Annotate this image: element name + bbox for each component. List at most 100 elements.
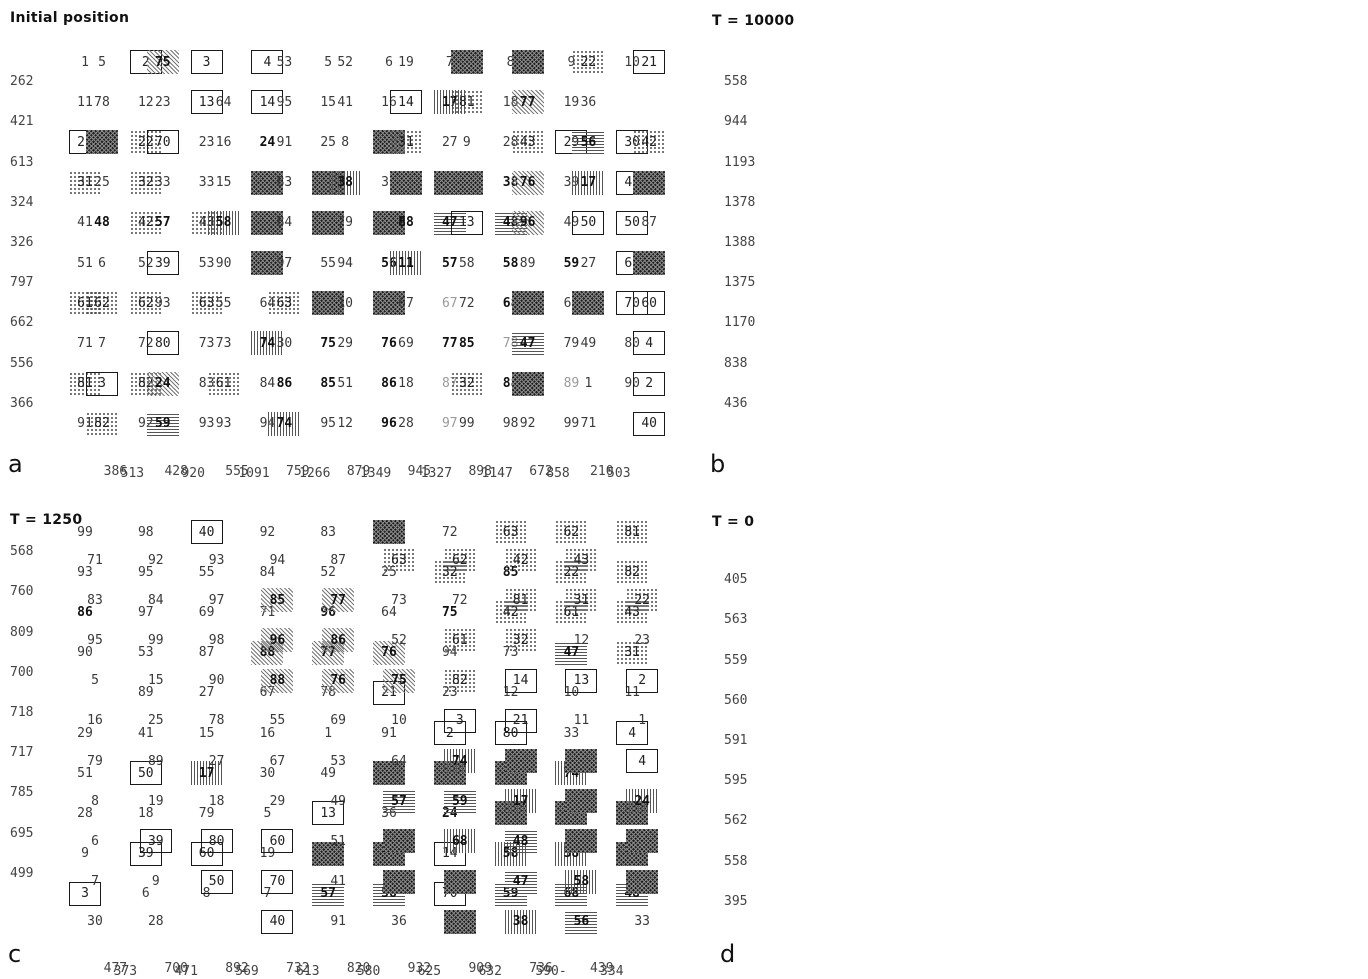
module-cell: 76	[322, 668, 355, 693]
module-cell: 25	[147, 713, 164, 729]
column-total: 580	[356, 964, 381, 979]
module-cell: 77	[511, 90, 544, 115]
module-cell: 60	[190, 841, 223, 866]
module-cell: 64	[215, 94, 232, 110]
module-cell: 67	[398, 295, 414, 311]
module-dense-cell	[312, 841, 345, 866]
module-cell: 4	[626, 749, 659, 773]
module-cell: 15	[147, 673, 164, 689]
row-total: 562	[724, 813, 748, 829]
module-cell: 29	[77, 725, 93, 741]
module-cell: 69	[398, 335, 414, 351]
module-cell: 27	[208, 753, 225, 769]
module-cell: 49	[320, 765, 337, 781]
module-cell: 86	[381, 376, 397, 392]
module-cell: 98	[502, 416, 519, 432]
module-cell: 89	[519, 255, 536, 271]
module-cell: 73	[391, 592, 407, 608]
module-cell: 71	[87, 552, 103, 568]
module-cell: 93	[154, 295, 171, 311]
module-cell	[633, 90, 665, 114]
module-cell: 93	[215, 416, 232, 432]
column-total: 428	[164, 464, 188, 479]
module-cell: 99	[77, 524, 93, 540]
module-cell: 80	[624, 335, 641, 351]
module-cell: 68	[443, 829, 476, 854]
module-cell: 97	[208, 592, 225, 608]
module-cell: 33	[563, 725, 580, 741]
row-total: 809	[10, 624, 34, 640]
module-dense-cell	[443, 909, 476, 934]
module-cell: 87	[198, 645, 215, 661]
module-cell: 80	[494, 721, 527, 745]
module-cell: 36	[391, 914, 407, 930]
module-cell: 82	[443, 668, 476, 693]
module-cell: 17	[572, 170, 605, 195]
module-cell: 85	[320, 376, 337, 392]
module-cell: 1	[638, 713, 647, 729]
column-total: 1349	[359, 466, 392, 481]
module-cell: 89	[563, 376, 580, 392]
module-cell: 31	[616, 640, 649, 665]
module-cell: 43	[565, 548, 598, 572]
module-cell: 38	[504, 909, 537, 934]
module-cell: 31	[565, 588, 598, 613]
module-cell: 40	[633, 411, 666, 436]
module-cell: 32	[504, 628, 537, 653]
module-cell: 49	[563, 215, 580, 231]
module-cell: 1	[324, 725, 333, 741]
module-cell: 53	[330, 753, 347, 769]
row-total: 718	[10, 704, 34, 720]
module-cell: 94	[269, 552, 286, 568]
module-cell: 10	[563, 685, 580, 701]
module-cell: 63	[190, 291, 223, 316]
module-cell: 64	[391, 753, 407, 769]
row-total: 1375	[724, 275, 756, 291]
module-cell: 87	[330, 552, 347, 568]
module-cell: 47	[504, 869, 537, 894]
module-dense-cell	[450, 170, 483, 195]
module-cell: 95	[87, 632, 103, 648]
module-cell: 81	[504, 588, 537, 613]
module-cell: 3	[86, 371, 118, 396]
column-total: 613	[296, 964, 320, 979]
module-cell: 97	[137, 604, 154, 620]
module-cell: 85	[261, 588, 294, 613]
module-cell: 47	[511, 331, 544, 356]
module-dense-cell	[633, 251, 666, 275]
module-cell: 61	[207, 371, 240, 396]
module-cell: 58	[502, 255, 519, 271]
module-cell: 59	[563, 255, 580, 271]
module-cell: 90	[77, 645, 93, 661]
module-cell: 7	[263, 886, 272, 902]
row-total: 563	[724, 612, 748, 628]
module-cell: 19	[147, 793, 164, 809]
row-total: 591	[724, 732, 748, 748]
row-total: 556	[10, 355, 34, 371]
module-cell: 7	[445, 54, 454, 70]
module-cell: 60	[633, 291, 666, 316]
module-cell: 3	[443, 708, 476, 733]
row-total: 785	[10, 785, 34, 801]
module-cell: 73	[198, 335, 215, 351]
module-cell: 27	[198, 685, 215, 701]
module-cell: 30	[276, 335, 293, 351]
row-total: 558	[724, 853, 748, 869]
row-total: 324	[10, 194, 34, 210]
module-cell: 10	[337, 295, 354, 311]
column-total: 569	[235, 964, 259, 979]
row-total: 595	[724, 773, 748, 789]
module-cell: 99	[458, 416, 475, 432]
column-total: 386	[103, 464, 128, 479]
module-dense-cell	[565, 829, 598, 854]
row-total: 568	[10, 544, 34, 560]
module-cell: 82	[616, 560, 649, 585]
module-cell: 72	[441, 524, 458, 540]
module-cell: 2	[626, 668, 659, 693]
row-total: 695	[10, 825, 34, 841]
module-cell: 16	[259, 725, 276, 741]
module-cell: 22	[572, 50, 605, 74]
module-cell: 43	[511, 130, 544, 155]
panel-label-a: a	[8, 450, 23, 478]
module-cell: 70	[261, 869, 294, 894]
